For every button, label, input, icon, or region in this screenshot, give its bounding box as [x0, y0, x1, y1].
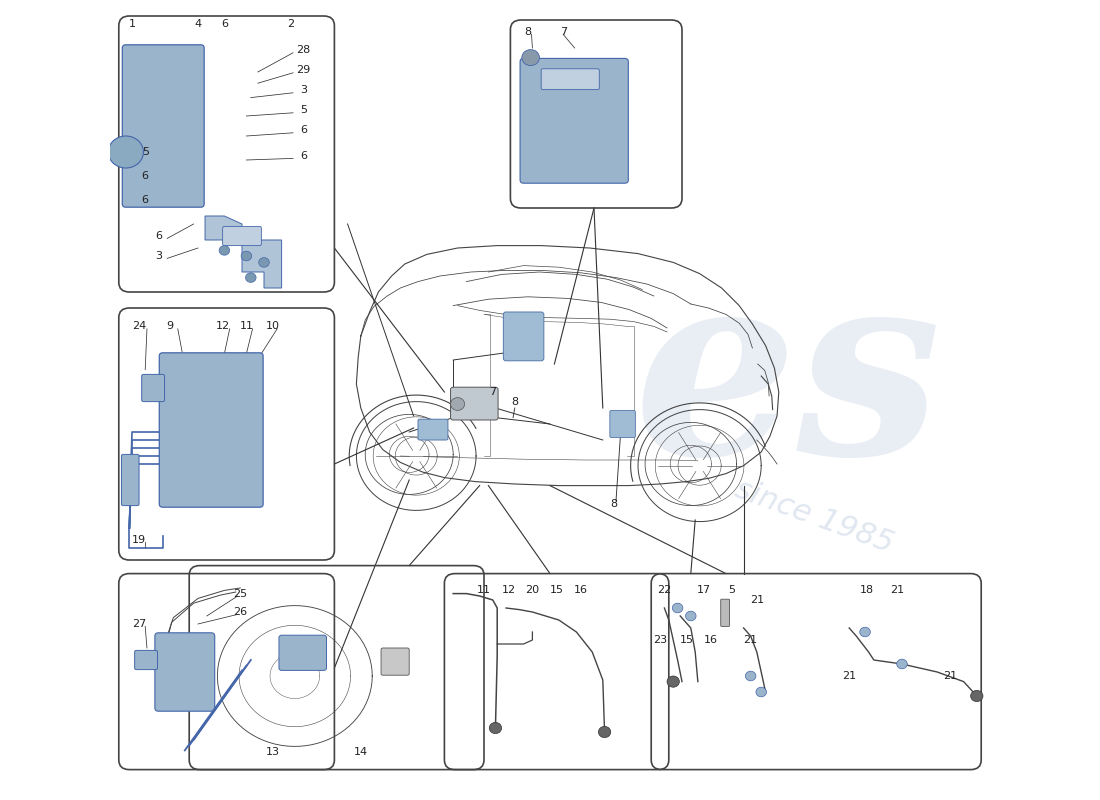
Text: 6: 6 — [155, 231, 162, 241]
Text: 21: 21 — [944, 671, 957, 681]
Text: 26: 26 — [233, 607, 248, 617]
Text: 28: 28 — [297, 46, 310, 55]
Circle shape — [219, 246, 230, 255]
Text: 6: 6 — [142, 195, 148, 205]
Text: 19: 19 — [132, 535, 146, 545]
Text: 7: 7 — [490, 387, 496, 397]
Text: 10: 10 — [266, 322, 279, 331]
Text: 8: 8 — [525, 27, 531, 37]
Text: 15: 15 — [550, 585, 564, 594]
FancyBboxPatch shape — [720, 599, 729, 626]
Text: 21: 21 — [891, 586, 904, 595]
Text: 3: 3 — [300, 86, 307, 95]
Circle shape — [598, 726, 611, 738]
Text: 16: 16 — [704, 635, 718, 645]
FancyBboxPatch shape — [609, 410, 636, 438]
Text: 1: 1 — [129, 19, 135, 29]
Text: 21: 21 — [843, 671, 856, 681]
FancyBboxPatch shape — [520, 58, 628, 183]
Text: 12: 12 — [502, 585, 516, 594]
Text: es: es — [634, 259, 942, 509]
Text: 18: 18 — [860, 586, 873, 595]
Text: 7: 7 — [560, 27, 566, 37]
Text: 20: 20 — [526, 585, 539, 594]
Text: 27: 27 — [132, 619, 146, 629]
Text: 5: 5 — [142, 147, 148, 157]
FancyBboxPatch shape — [381, 648, 409, 675]
Text: 23: 23 — [653, 635, 667, 645]
Text: 6: 6 — [142, 171, 148, 181]
Circle shape — [860, 627, 870, 637]
Text: 4: 4 — [195, 19, 201, 29]
Text: 6: 6 — [221, 19, 228, 29]
Text: 21: 21 — [744, 635, 758, 645]
Text: 3: 3 — [155, 251, 162, 261]
Circle shape — [672, 603, 683, 613]
FancyBboxPatch shape — [134, 650, 157, 670]
Circle shape — [108, 136, 143, 168]
Circle shape — [451, 398, 464, 410]
Circle shape — [970, 690, 983, 702]
Circle shape — [667, 676, 680, 687]
Polygon shape — [205, 216, 282, 288]
Text: since 1985: since 1985 — [730, 474, 898, 558]
Text: 24: 24 — [132, 322, 146, 331]
FancyBboxPatch shape — [451, 387, 498, 420]
Text: 11: 11 — [477, 585, 491, 594]
Circle shape — [258, 258, 270, 267]
FancyBboxPatch shape — [222, 226, 262, 246]
Circle shape — [241, 251, 252, 261]
Text: 9: 9 — [166, 322, 174, 331]
FancyBboxPatch shape — [122, 45, 205, 207]
Text: 5: 5 — [300, 106, 307, 115]
Circle shape — [521, 50, 539, 66]
Text: 6: 6 — [300, 126, 307, 135]
FancyBboxPatch shape — [155, 633, 214, 711]
Text: 5: 5 — [728, 586, 735, 595]
Circle shape — [746, 671, 756, 681]
Circle shape — [685, 611, 696, 621]
Text: 11: 11 — [240, 322, 253, 331]
Text: 12: 12 — [216, 322, 230, 331]
Circle shape — [245, 273, 256, 282]
Text: 15: 15 — [680, 635, 693, 645]
FancyBboxPatch shape — [279, 635, 327, 670]
FancyBboxPatch shape — [504, 312, 543, 361]
Circle shape — [896, 659, 907, 669]
Text: 21: 21 — [750, 595, 763, 605]
Text: 8: 8 — [609, 499, 617, 509]
Text: 25: 25 — [233, 589, 248, 598]
Text: 13: 13 — [266, 747, 279, 757]
FancyBboxPatch shape — [121, 454, 139, 506]
Text: 6: 6 — [300, 151, 307, 161]
Text: 22: 22 — [658, 586, 671, 595]
FancyBboxPatch shape — [160, 353, 263, 507]
Circle shape — [756, 687, 767, 697]
Text: 29: 29 — [297, 66, 310, 75]
Text: 8: 8 — [512, 398, 518, 407]
FancyBboxPatch shape — [541, 69, 600, 90]
Text: 2: 2 — [287, 19, 294, 29]
Text: 16: 16 — [574, 585, 587, 594]
Circle shape — [490, 722, 502, 734]
Text: 17: 17 — [697, 586, 711, 595]
Text: 14: 14 — [354, 747, 367, 757]
FancyBboxPatch shape — [142, 374, 165, 402]
FancyBboxPatch shape — [418, 419, 448, 440]
